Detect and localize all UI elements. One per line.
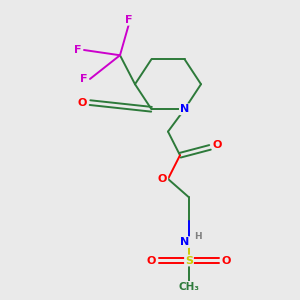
Text: CH₃: CH₃	[178, 282, 200, 292]
Text: O: O	[158, 174, 167, 184]
Text: N: N	[180, 237, 189, 247]
Text: O: O	[222, 256, 231, 266]
Text: O: O	[213, 140, 222, 150]
Text: F: F	[80, 74, 88, 84]
Text: N: N	[180, 104, 189, 114]
Text: O: O	[147, 256, 156, 266]
Text: S: S	[185, 256, 193, 266]
Text: F: F	[125, 15, 133, 25]
Text: F: F	[74, 45, 82, 55]
Text: H: H	[194, 232, 202, 241]
Text: O: O	[78, 98, 87, 108]
